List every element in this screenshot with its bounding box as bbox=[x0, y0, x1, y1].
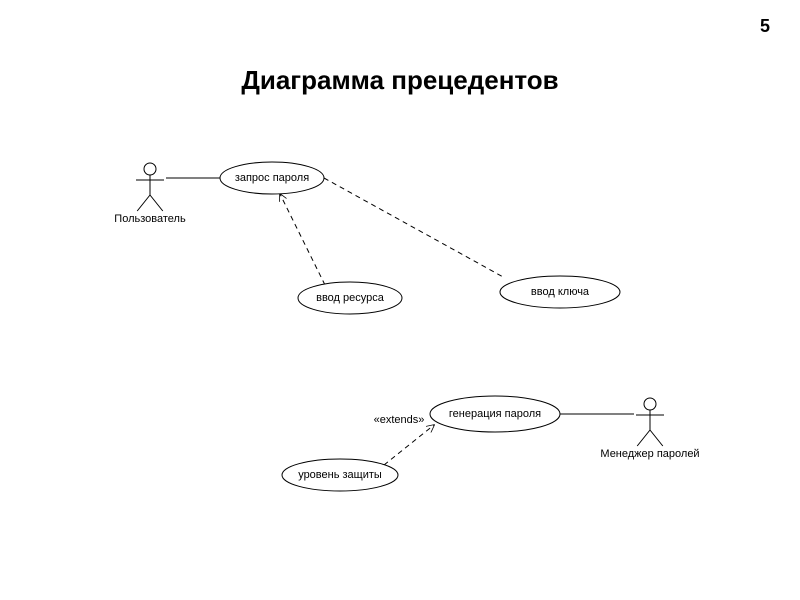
usecase-key: ввод ключа bbox=[500, 276, 620, 308]
usecase-level: уровень защиты bbox=[282, 459, 398, 491]
usecase-request: запрос пароля bbox=[220, 162, 324, 194]
actor-label: Пользователь bbox=[114, 213, 186, 225]
usecase-label: генерация пароля bbox=[449, 408, 541, 420]
usecase-label: уровень защиты bbox=[298, 469, 382, 481]
usecase-gen: генерация пароля bbox=[430, 396, 560, 432]
actor-manager: Менеджер паролей bbox=[600, 398, 699, 460]
usecase-label: ввод ресурса bbox=[316, 292, 385, 304]
edge bbox=[280, 194, 325, 285]
diagram-page: { "page_number": "5", "title": "Диаграмм… bbox=[0, 0, 800, 600]
usecase-label: ввод ключа bbox=[531, 286, 590, 298]
use-case-diagram: «extends» запрос пароля ввод ресурса ввод к… bbox=[0, 0, 800, 600]
edge bbox=[324, 178, 505, 278]
actor-user: Пользователь bbox=[114, 163, 186, 225]
edge bbox=[384, 425, 434, 465]
usecase-resource: ввод ресурса bbox=[298, 282, 402, 314]
actor-label: Менеджер паролей bbox=[600, 448, 699, 460]
edge-label: «extends» bbox=[374, 414, 425, 426]
usecase-label: запрос пароля bbox=[235, 172, 309, 184]
